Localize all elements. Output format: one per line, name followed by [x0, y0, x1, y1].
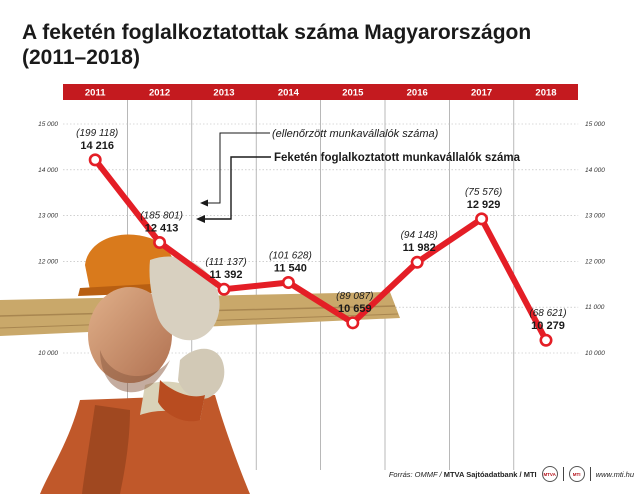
- title-line-1: A feketén foglalkoztatottak száma Magyar…: [22, 21, 532, 44]
- data-point: [410, 255, 424, 269]
- checked-workers-label: (89 087): [336, 291, 373, 302]
- website-url: www.mti.hu: [595, 469, 634, 479]
- mtva-logo-icon: MTVA: [541, 466, 558, 482]
- footer: Forrás: OMMF / MTVA Sajtóadatbank / MTI …: [389, 464, 634, 484]
- x-year-label: 2017: [471, 88, 492, 99]
- legend-arrow-primary: [196, 215, 205, 223]
- year-header-band: [63, 84, 578, 100]
- y-tick-label-left: 14 000: [38, 167, 58, 174]
- y-tick-label-left: 13 000: [38, 213, 58, 220]
- y-tick-label-right: 13 000: [585, 213, 605, 220]
- source-prefix: Forrás: OMMF /: [388, 469, 444, 479]
- mti-logo-text: MTI: [572, 471, 581, 477]
- checked-workers-label: (68 621): [529, 308, 566, 319]
- data-point: [88, 153, 102, 167]
- x-year-label: 2016: [407, 88, 428, 99]
- x-year-label: 2012: [149, 88, 170, 99]
- mtva-logo-text: MTVA: [543, 471, 556, 477]
- mti-logo-icon: MTI: [568, 466, 585, 482]
- data-point: [346, 316, 360, 330]
- checked-workers-label: (75 576): [465, 187, 502, 198]
- series-line: [92, 156, 549, 344]
- y-tick-label-right: 11 000: [585, 304, 605, 311]
- data-label: 12 413: [145, 222, 179, 234]
- checked-workers-label: (199 118): [76, 128, 118, 139]
- checked-workers-label: (111 137): [205, 257, 246, 268]
- legend-connector-primary: [204, 156, 271, 220]
- data-point: [475, 212, 489, 226]
- page-title: A feketén foglalkoztatottak száma Magyar…: [22, 20, 531, 70]
- checked-workers-label: (94 148): [401, 230, 438, 241]
- data-label: 11 392: [209, 269, 242, 281]
- data-point: [153, 235, 167, 249]
- worker-illustration: [0, 234, 400, 494]
- checked-workers-label: (101 628): [269, 250, 312, 261]
- data-point: [281, 275, 295, 289]
- data-label: 11 982: [403, 242, 436, 254]
- legend-connector-secondary: [207, 132, 270, 204]
- data-label: 10 279: [531, 320, 565, 332]
- data-point: [217, 282, 231, 296]
- x-year-label: 2018: [535, 88, 556, 99]
- data-label: 12 929: [467, 199, 501, 211]
- y-tick-label-right: 10 000: [585, 350, 605, 357]
- x-year-label: 2014: [278, 88, 300, 99]
- footer-divider: [562, 467, 564, 481]
- source-bold: MTVA Sajtóadatbank / MTI: [443, 469, 537, 479]
- y-tick-label-left: 15 000: [38, 121, 58, 128]
- x-year-label: 2011: [85, 88, 106, 99]
- footer-divider: [589, 467, 591, 481]
- data-label: 10 659: [338, 303, 372, 315]
- data-label: 11 540: [274, 262, 307, 274]
- x-year-label: 2013: [213, 88, 234, 99]
- checked-workers-label: (185 801): [140, 210, 183, 221]
- legend-secondary-label: (ellenőrzött munkavállalók száma): [272, 128, 439, 140]
- data-point: [539, 333, 553, 347]
- legend: (ellenőrzött munkavállalók száma) Feketé…: [196, 128, 521, 223]
- legend-primary-label: Feketén foglalkoztatott munkavállalók sz…: [274, 152, 521, 164]
- x-year-label: 2015: [342, 88, 364, 99]
- y-tick-label-right: 15 000: [585, 121, 605, 128]
- legend-arrow-secondary: [200, 199, 208, 207]
- y-tick-label-left: 12 000: [38, 258, 58, 265]
- y-tick-label-left: 10 000: [38, 350, 58, 357]
- source-text: Forrás: OMMF / MTVA Sajtóadatbank / MTI: [389, 470, 537, 479]
- data-label: 14 216: [80, 140, 114, 152]
- title-line-2: (2011–2018): [22, 46, 140, 69]
- y-tick-label-right: 14 000: [585, 167, 605, 174]
- y-tick-label-right: 12 000: [585, 258, 605, 265]
